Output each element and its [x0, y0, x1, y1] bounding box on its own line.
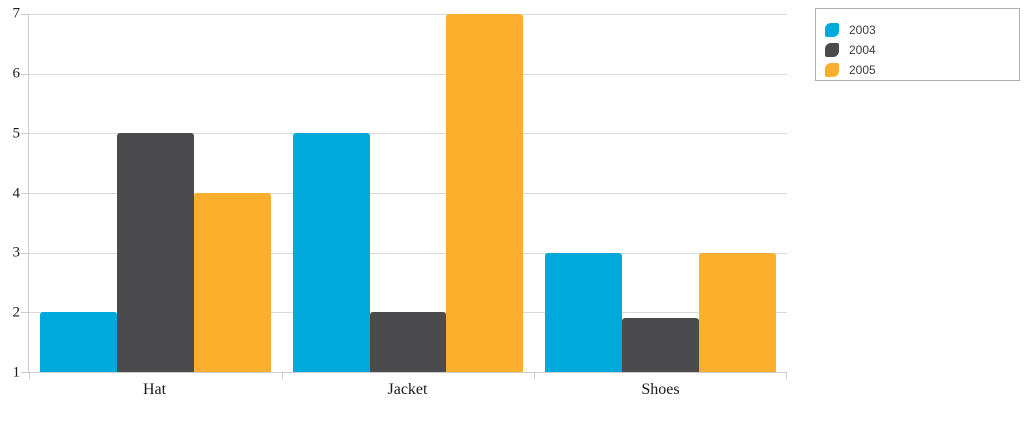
bar-jacket-2003[interactable] — [292, 133, 370, 372]
gridline — [29, 133, 787, 135]
bar-hat-2005[interactable] — [193, 193, 271, 372]
bar-shoes-2005[interactable] — [699, 252, 777, 372]
x-axis-tick — [281, 373, 283, 379]
series-2005-swatch-icon — [825, 63, 839, 77]
legend-item-2005[interactable]: 2005 — [825, 60, 1019, 80]
y-axis-label: 7 — [12, 5, 21, 22]
y-axis-label: 3 — [12, 244, 21, 261]
legend: 2003 2004 2005 — [815, 8, 1020, 81]
series-2004-swatch-icon — [825, 43, 839, 57]
y-axis-labels: 1 2 3 4 5 6 7 — [0, 6, 22, 380]
bar-jacket-2004[interactable] — [369, 312, 447, 372]
bar-hat-2003[interactable] — [40, 312, 117, 372]
bar-group-shoes — [534, 14, 787, 372]
legend-label-2004: 2004 — [849, 43, 876, 57]
plot-area — [21, 14, 787, 379]
legend-item-2003[interactable]: 2003 — [825, 20, 1019, 40]
y-axis-tick — [21, 14, 28, 15]
bar-shoes-2003[interactable] — [545, 252, 623, 372]
legend-label-2003: 2003 — [849, 23, 876, 37]
x-axis-label-jacket: Jacket — [387, 381, 428, 398]
y-axis-label: 5 — [12, 125, 21, 142]
gridline — [29, 14, 787, 15]
y-axis-tick — [21, 193, 28, 194]
y-axis-label: 1 — [12, 364, 21, 381]
series-2003-swatch-icon — [825, 23, 839, 37]
x-axis-tick — [786, 373, 787, 379]
y-axis-tick — [21, 372, 28, 373]
bars-layer — [29, 14, 787, 372]
bar-group-jacket — [282, 14, 535, 372]
gridline — [29, 73, 787, 75]
y-axis-tick — [21, 133, 28, 135]
y-axis-label: 6 — [12, 65, 21, 82]
y-axis-label: 2 — [12, 304, 21, 321]
x-axis-label-shoes: Shoes — [641, 381, 680, 398]
bar-shoes-2004[interactable] — [622, 318, 700, 372]
x-axis-labels: Hat Jacket Shoes — [28, 382, 787, 398]
gridline — [29, 252, 787, 254]
bar-group-hat — [29, 14, 282, 372]
x-axis-tick — [534, 373, 536, 379]
y-axis-label: 4 — [12, 185, 21, 201]
gridline — [29, 193, 787, 194]
legend-label-2005: 2005 — [849, 63, 876, 77]
x-axis-tick — [29, 373, 30, 379]
y-axis-tick — [21, 312, 28, 314]
y-axis-tick — [21, 73, 28, 75]
y-axis-tick — [21, 252, 28, 254]
legend-item-2004[interactable]: 2004 — [825, 40, 1019, 60]
x-axis-label-hat: Hat — [142, 381, 167, 398]
bar-jacket-2005[interactable] — [446, 14, 524, 372]
bar-hat-2004[interactable] — [116, 133, 194, 372]
